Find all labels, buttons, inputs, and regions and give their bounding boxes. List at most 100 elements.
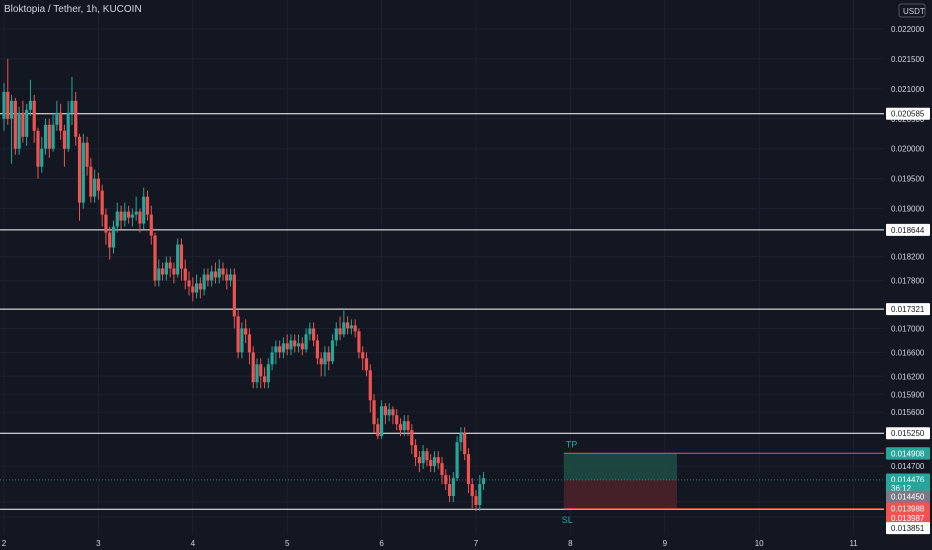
x-tick-label: 3 — [96, 539, 101, 548]
candle-body — [85, 142, 89, 167]
x-tick-label: 6 — [379, 539, 384, 548]
candle-body — [421, 451, 425, 464]
candle-body — [410, 430, 414, 446]
price-label: 0.013987 — [891, 514, 925, 523]
candle-body — [93, 178, 97, 197]
candle-body — [96, 178, 100, 191]
candle-body — [440, 463, 444, 476]
candle-body — [100, 190, 104, 215]
candle-body — [225, 274, 229, 281]
candle-body — [40, 148, 44, 167]
candle-body — [115, 211, 119, 227]
candle-body — [160, 268, 165, 275]
candle-body — [289, 340, 293, 350]
candle-body — [444, 475, 448, 485]
price-label: 0.013988 — [891, 504, 925, 513]
candle-body — [327, 352, 331, 362]
candle-body — [119, 211, 123, 221]
candle-body — [111, 226, 116, 248]
candle-body — [164, 262, 168, 275]
candle-body — [240, 328, 244, 353]
price-label: 0.017321 — [891, 305, 925, 314]
candle-body — [213, 271, 218, 278]
candle-body — [81, 142, 85, 203]
price-label: 0.014450 — [891, 493, 925, 502]
price-label: 0.013851 — [891, 524, 925, 533]
x-tick-label: 10 — [755, 539, 764, 548]
candle-body — [334, 328, 338, 341]
candle-body — [395, 415, 399, 425]
candle-body — [293, 340, 297, 347]
candle-body — [25, 109, 29, 137]
candle-body — [376, 424, 380, 437]
candle-body — [247, 334, 252, 353]
candle-body — [478, 484, 482, 506]
candle-body — [308, 328, 312, 335]
sl-label: SL — [562, 515, 573, 525]
y-tick-label: 0.019000 — [891, 205, 925, 214]
take-profit-zone — [563, 453, 678, 480]
position-zones[interactable]: TP SL — [0, 440, 884, 526]
candle-body — [43, 124, 48, 149]
candle-body — [357, 331, 361, 353]
y-tick-label: 0.016200 — [891, 372, 925, 381]
y-tick-label: 0.021500 — [891, 55, 925, 64]
candle-body — [142, 196, 146, 224]
price-label-box — [886, 490, 930, 503]
price-label: 0.015250 — [891, 429, 925, 438]
candle-body — [66, 112, 70, 149]
price-label-box — [886, 303, 930, 316]
candle-body — [145, 196, 150, 215]
candle-body — [70, 100, 74, 113]
price-label-box — [886, 427, 930, 440]
candle-body — [202, 274, 206, 290]
candle-body — [194, 283, 199, 293]
price-label: 0.018644 — [891, 226, 925, 235]
candle-body — [191, 286, 195, 293]
candle-body — [21, 112, 25, 137]
x-tick-label: 8 — [568, 539, 573, 548]
y-tick-label: 0.021000 — [891, 85, 925, 94]
candle-body — [338, 328, 342, 335]
candle-body — [459, 433, 463, 443]
price-label-box — [886, 223, 930, 236]
x-tick-label: 2 — [2, 539, 7, 548]
candle-body — [398, 424, 403, 431]
price-label-box — [886, 107, 930, 120]
candle-body — [312, 328, 316, 341]
candle-body — [77, 136, 82, 203]
candle-body — [36, 130, 40, 167]
candle-body — [198, 283, 202, 290]
candle-body — [481, 478, 486, 485]
candle-body — [134, 211, 138, 215]
candle-body — [9, 100, 14, 119]
candle-body — [172, 268, 176, 275]
candle-body — [353, 325, 357, 332]
candle-body — [6, 91, 10, 119]
currency-box — [898, 3, 926, 18]
tp-label: TP — [566, 440, 578, 450]
candle-body — [74, 100, 78, 137]
candle-body — [455, 442, 459, 479]
y-axis[interactable]: 0.0220000.0215000.0210000.0205000.020000… — [884, 0, 932, 550]
candle-body — [304, 334, 308, 350]
price-label: 0.014476 — [891, 476, 925, 485]
price-label-box — [886, 502, 930, 515]
x-axis[interactable]: 2 3 4 5 6 7 8 9 10 11 — [0, 535, 932, 550]
stop-loss-zone — [563, 479, 678, 510]
candle-body — [463, 433, 467, 455]
candle-body — [364, 358, 369, 371]
candle-body — [270, 352, 274, 365]
candle-body — [361, 352, 365, 359]
candle-body — [342, 322, 346, 335]
candle-body — [417, 457, 421, 464]
candle-body — [217, 268, 221, 278]
candle-body — [429, 460, 433, 467]
candle-body — [387, 409, 391, 416]
horizontal-levels[interactable] — [0, 113, 884, 510]
candle-body — [346, 322, 350, 329]
candle-body — [55, 112, 59, 125]
candles — [2, 58, 486, 512]
